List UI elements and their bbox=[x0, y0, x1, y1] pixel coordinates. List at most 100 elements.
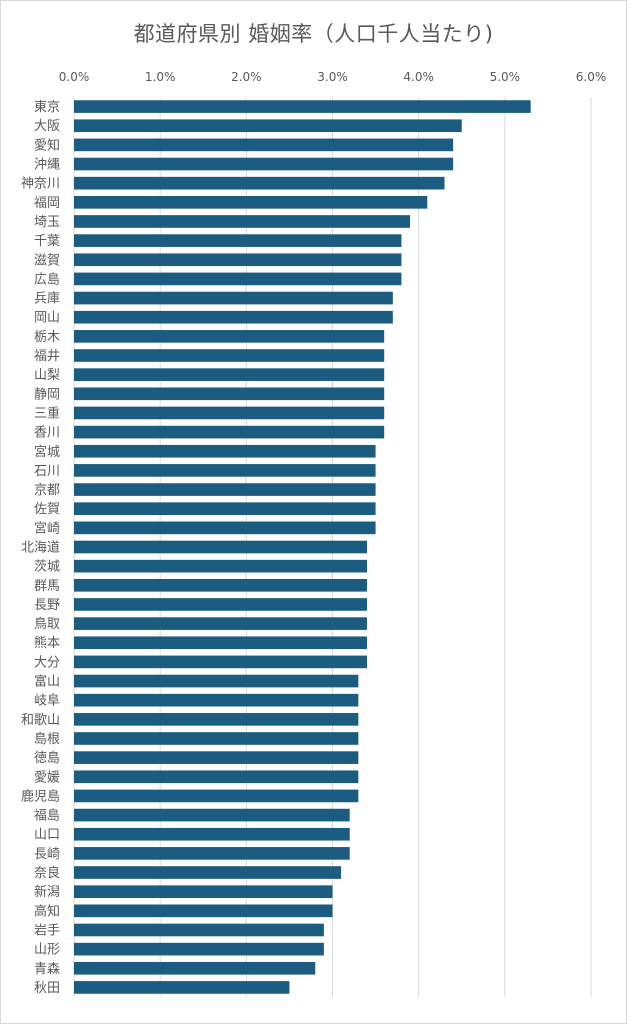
x-tick-label: 4.0% bbox=[403, 70, 434, 84]
bar bbox=[74, 483, 376, 496]
bar bbox=[74, 119, 462, 133]
category-label: 神奈川 bbox=[21, 177, 60, 192]
bar bbox=[74, 521, 376, 535]
category-label: 秋田 bbox=[34, 981, 60, 996]
bar bbox=[74, 157, 454, 171]
category-label: 群馬 bbox=[34, 579, 60, 594]
bar bbox=[74, 808, 350, 822]
category-label: 青森 bbox=[34, 962, 60, 977]
category-label: 大阪 bbox=[34, 119, 60, 134]
category-label: 鹿児島 bbox=[21, 788, 60, 804]
category-label: 熊本 bbox=[34, 635, 60, 651]
category-label: 静岡 bbox=[34, 387, 60, 402]
category-label: 宮崎 bbox=[34, 520, 60, 536]
bar bbox=[74, 885, 333, 898]
bar bbox=[74, 789, 359, 803]
category-label: 香川 bbox=[34, 426, 60, 441]
bar bbox=[74, 674, 359, 688]
category-label: 鳥取 bbox=[34, 617, 60, 632]
bar bbox=[74, 942, 324, 956]
bar bbox=[74, 464, 376, 477]
bar bbox=[74, 961, 316, 975]
bar bbox=[74, 176, 445, 190]
bar bbox=[74, 100, 531, 113]
bar bbox=[74, 578, 367, 592]
bar bbox=[74, 444, 376, 458]
category-label: 宮城 bbox=[34, 444, 60, 460]
category-labels: 東京大阪愛知沖縄神奈川福岡埼玉千葉滋賀広島兵庫岡山栃木福井山梨静岡三重香川宮城石… bbox=[21, 99, 60, 996]
category-label: 長野 bbox=[34, 598, 60, 613]
bar bbox=[74, 215, 411, 228]
category-label: 和歌山 bbox=[21, 713, 60, 728]
category-label: 愛知 bbox=[34, 137, 60, 153]
bar bbox=[74, 904, 333, 918]
x-tick-label: 1.0% bbox=[145, 70, 176, 84]
category-label: 三重 bbox=[34, 405, 60, 421]
category-label: 栃木 bbox=[34, 330, 60, 345]
x-axis-ticks: 0.0% 1.0% 2.0% 3.0% 4.0% 5.0% 6.0% bbox=[59, 70, 607, 84]
bar bbox=[74, 751, 359, 764]
category-label: 福岡 bbox=[34, 196, 60, 211]
category-label: 新潟 bbox=[34, 884, 60, 900]
bar bbox=[74, 330, 385, 343]
category-label: 岡山 bbox=[34, 311, 60, 326]
category-label: 愛媛 bbox=[34, 770, 60, 785]
chart-title: 都道府県別 婚姻率（人口千人当たり) bbox=[133, 22, 494, 46]
category-label: 山形 bbox=[34, 943, 60, 958]
bar bbox=[74, 981, 290, 994]
x-tick-label: 6.0% bbox=[576, 70, 607, 84]
category-label: 山口 bbox=[34, 828, 60, 843]
bar bbox=[74, 923, 324, 937]
category-label: 沖縄 bbox=[34, 158, 60, 173]
bar bbox=[74, 234, 402, 247]
category-label: 山梨 bbox=[34, 368, 60, 383]
category-label: 福井 bbox=[34, 349, 60, 364]
category-label: 兵庫 bbox=[34, 292, 60, 307]
bar bbox=[74, 598, 367, 611]
bar bbox=[74, 387, 385, 401]
bar bbox=[74, 847, 350, 860]
bar bbox=[74, 272, 402, 286]
bar bbox=[74, 732, 359, 745]
x-tick-label: 5.0% bbox=[490, 70, 521, 84]
bar bbox=[74, 291, 393, 305]
bar bbox=[74, 713, 359, 726]
x-tick-label: 3.0% bbox=[317, 70, 348, 84]
bar bbox=[74, 636, 367, 650]
category-label: 島根 bbox=[34, 732, 60, 747]
category-label: 東京 bbox=[34, 99, 60, 115]
category-label: 埼玉 bbox=[34, 215, 60, 230]
bars bbox=[74, 100, 531, 994]
category-label: 佐賀 bbox=[34, 502, 60, 517]
category-label: 京都 bbox=[34, 483, 60, 498]
category-label: 岐阜 bbox=[34, 693, 60, 709]
category-label: 富山 bbox=[34, 674, 60, 690]
category-label: 石川 bbox=[34, 464, 60, 479]
category-label: 北海道 bbox=[21, 541, 60, 556]
bar bbox=[74, 406, 385, 420]
x-tick-label: 0.0% bbox=[59, 70, 90, 84]
bar bbox=[74, 866, 342, 879]
category-label: 千葉 bbox=[34, 234, 60, 249]
category-label: 奈良 bbox=[34, 865, 60, 881]
category-label: 高知 bbox=[34, 903, 60, 919]
bar bbox=[74, 425, 385, 439]
bar bbox=[74, 540, 367, 554]
category-label: 岩手 bbox=[34, 923, 60, 938]
category-label: 広島 bbox=[34, 272, 60, 287]
x-tick-label: 2.0% bbox=[231, 70, 262, 84]
bar bbox=[74, 138, 454, 152]
bar bbox=[74, 196, 428, 209]
bar bbox=[74, 770, 359, 784]
category-label: 滋賀 bbox=[34, 253, 60, 268]
category-label: 大分 bbox=[34, 655, 60, 670]
bar bbox=[74, 502, 376, 516]
bar bbox=[74, 349, 385, 362]
bar bbox=[74, 559, 367, 573]
bar bbox=[74, 310, 393, 324]
bar bbox=[74, 693, 359, 707]
bar bbox=[74, 617, 367, 630]
bar bbox=[74, 253, 402, 267]
bar bbox=[74, 827, 350, 841]
